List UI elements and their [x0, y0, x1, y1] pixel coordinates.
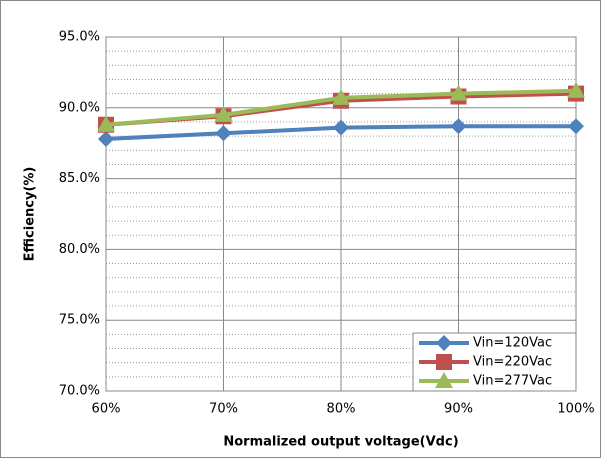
- x-tick-label: 70%: [209, 402, 238, 417]
- data-point: [568, 118, 584, 135]
- data-point: [98, 130, 114, 147]
- legend-marker: [436, 354, 452, 370]
- y-tick-label: 75.0%: [59, 313, 100, 328]
- x-tick-label: 90%: [444, 402, 473, 417]
- y-tick-label: 90.0%: [59, 100, 100, 115]
- data-point: [567, 81, 585, 98]
- y-tick-label: 95.0%: [59, 30, 100, 45]
- data-point: [332, 88, 350, 105]
- legend-marker: [436, 335, 452, 351]
- x-tick-label: 100%: [557, 402, 594, 417]
- y-tick-label: 70.0%: [59, 384, 100, 399]
- data-point: [97, 115, 115, 132]
- data-point: [449, 84, 468, 101]
- legend-marker: [435, 372, 453, 388]
- data-point: [215, 125, 232, 142]
- legend-label: Vin=220Vac: [473, 355, 552, 370]
- x-tick-label: 80%: [327, 402, 356, 417]
- y-tick-label: 80.0%: [59, 242, 100, 257]
- y-tick-label: 85.0%: [59, 171, 100, 186]
- data-point: [450, 118, 467, 135]
- data-point: [214, 105, 233, 122]
- y-axis-label: Efficiency(%): [23, 167, 38, 262]
- legend-label: Vin=277Vac: [473, 374, 552, 389]
- x-tick-label: 60%: [92, 402, 121, 417]
- x-axis-label: Normalized output voltage(Vdc): [223, 435, 458, 450]
- data-point: [333, 119, 349, 136]
- plot-border: [105, 36, 577, 392]
- legend-label: Vin=120Vac: [473, 336, 552, 351]
